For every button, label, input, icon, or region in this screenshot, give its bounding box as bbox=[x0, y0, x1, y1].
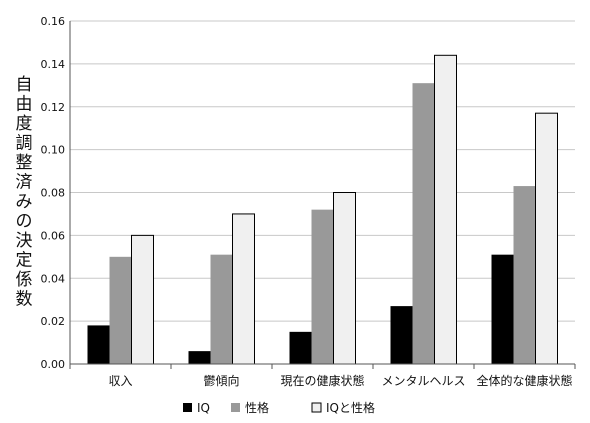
legend: IQ 性格 IQと性格 bbox=[183, 400, 375, 415]
y-tick-label: 0.06 bbox=[41, 229, 66, 242]
x-tick-label: メンタルヘルス bbox=[381, 374, 465, 388]
axes bbox=[69, 21, 576, 369]
y-tick-label: 0.00 bbox=[41, 358, 66, 371]
bars bbox=[87, 54, 558, 365]
bar-1-2 bbox=[188, 351, 211, 364]
y-axis-label: 自由度調整済みの決定係数 bbox=[16, 75, 33, 310]
y-tick-label: 0.14 bbox=[41, 58, 66, 71]
y-tick-label: 0.08 bbox=[41, 187, 66, 200]
y-axis-label-char: 整 bbox=[16, 153, 33, 173]
category-labels: 収入 鬱傾向 現在の健康状態 メンタルヘルス 全体的な健康状態 bbox=[108, 373, 572, 388]
y-axis-label-char: 数 bbox=[16, 290, 33, 310]
bar-1-3 bbox=[289, 331, 312, 364]
legend-label-3: IQと性格 bbox=[326, 400, 375, 415]
y-axis-label-char: 調 bbox=[16, 134, 33, 154]
y-axis-label-char: 済 bbox=[16, 173, 33, 193]
y-axis-label-char: 度 bbox=[16, 114, 33, 134]
bar-3-2 bbox=[232, 213, 255, 365]
x-tick-label: 鬱傾向 bbox=[203, 373, 239, 388]
bar-2-4 bbox=[412, 83, 435, 364]
y-axis-label-char: 自 bbox=[16, 75, 33, 95]
y-tick-label: 0.16 bbox=[41, 15, 66, 28]
y-axis-label-char: 定 bbox=[16, 251, 33, 271]
legend-swatch-1 bbox=[183, 403, 192, 412]
y-tick-label: 0.12 bbox=[41, 101, 66, 114]
bar-2-2 bbox=[210, 254, 233, 364]
bar-1-5 bbox=[491, 254, 514, 364]
legend-label-1: IQ bbox=[197, 401, 210, 415]
x-tick-label: 収入 bbox=[108, 374, 132, 388]
bar-2-3 bbox=[311, 209, 334, 364]
y-axis-label-char: 係 bbox=[16, 270, 33, 290]
y-tick-label: 0.10 bbox=[41, 144, 66, 157]
legend-swatch-2 bbox=[231, 403, 240, 412]
y-axis-label-char: 決 bbox=[16, 231, 33, 251]
y-axis-label-char: の bbox=[16, 212, 33, 232]
x-tick-label: 現在の健康状態 bbox=[280, 373, 364, 388]
bar-3-5 bbox=[535, 112, 558, 365]
bar-1-1 bbox=[87, 325, 110, 364]
bar-3-4 bbox=[434, 54, 457, 365]
y-axis-ticks: 0.00 0.02 0.04 0.06 0.08 0.10 0.12 0.14 0.16 bbox=[41, 15, 66, 371]
bar-2-1 bbox=[109, 256, 132, 364]
bar-3-3 bbox=[333, 192, 356, 365]
y-axis-label-char: み bbox=[16, 192, 33, 212]
legend-swatch-3 bbox=[311, 402, 322, 413]
legend-label-2: 性格 bbox=[245, 400, 269, 415]
y-axis-label-char: 由 bbox=[16, 95, 33, 115]
bar-1-4 bbox=[390, 306, 413, 364]
bar-2-5 bbox=[513, 186, 536, 364]
y-tick-label: 0.02 bbox=[41, 315, 66, 328]
x-tick-label: 全体的な健康状態 bbox=[476, 373, 572, 388]
y-tick-label: 0.04 bbox=[41, 272, 66, 285]
bar-3-1 bbox=[131, 234, 154, 365]
